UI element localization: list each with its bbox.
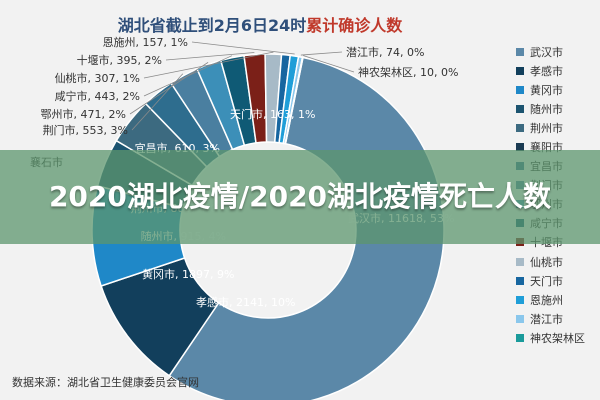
overlay-banner: 2020湖北疫情/2020湖北疫情死亡人数 xyxy=(0,150,600,244)
chart-title-part1: 湖北省截止到2月6日24时 xyxy=(117,16,307,35)
legend-item-1: 孝感市 xyxy=(516,61,600,80)
legend-swatch-3 xyxy=(516,104,524,113)
leader-line-0 xyxy=(191,41,295,55)
legend-label-2: 黄冈市 xyxy=(530,83,563,97)
legend-label-3: 随州市 xyxy=(530,102,563,116)
data-label-12: 天门市, 163, 1% xyxy=(230,107,315,121)
data-label-0: 恩施州, 157, 1% xyxy=(103,36,188,49)
data-label-9: 黄冈市, 1897, 9% xyxy=(142,267,234,281)
legend-swatch-14 xyxy=(516,314,524,323)
legend-item-12: 天门市 xyxy=(516,271,600,290)
legend-label-13: 恩施州 xyxy=(530,293,563,307)
legend-item-14: 潜江市 xyxy=(516,309,600,328)
legend-item-11: 仙桃市 xyxy=(516,252,600,271)
legend-swatch-15 xyxy=(516,333,524,342)
data-label-2: 仙桃市, 307, 1% xyxy=(55,71,140,85)
legend-swatch-11 xyxy=(516,257,524,266)
leader-line-13 xyxy=(300,51,343,56)
legend-label-12: 天门市 xyxy=(530,274,563,288)
leader-line-1 xyxy=(165,52,255,61)
leader-line-2 xyxy=(143,51,274,79)
legend-swatch-2 xyxy=(516,85,524,94)
legend-swatch-5 xyxy=(516,143,524,152)
legend-item-15: 神农架林区 xyxy=(516,328,600,347)
legend-item-2: 黄冈市 xyxy=(516,80,600,99)
legend-label-15: 神农架林区 xyxy=(530,331,585,345)
legend-swatch-1 xyxy=(516,66,524,75)
data-label-3: 咸宁市, 443, 2% xyxy=(55,89,140,103)
chart-title: 湖北省截止到2月6日24时累计确诊人数 xyxy=(0,12,520,36)
leader-line-14 xyxy=(302,55,355,73)
overlay-banner-text: 2020湖北疫情/2020湖北疫情死亡人数 xyxy=(48,180,552,213)
legend-item-4: 荆州市 xyxy=(516,118,600,137)
chart-title-part2: 累计确诊人数 xyxy=(306,16,403,35)
leader-line-5 xyxy=(131,73,184,131)
data-label-10: 孝感市, 2141, 10% xyxy=(196,295,295,309)
legend-label-11: 仙桃市 xyxy=(530,255,563,269)
legend-swatch-13 xyxy=(516,295,524,304)
legend-label-4: 荆州市 xyxy=(530,121,563,135)
legend-item-13: 恩施州 xyxy=(516,290,600,309)
data-label-1: 十堰市, 395, 2% xyxy=(77,53,162,67)
pie-slice-15 xyxy=(284,56,304,145)
legend-label-0: 武汉市 xyxy=(530,45,563,59)
legend-item-0: 武汉市 xyxy=(516,42,600,61)
data-source-note: 数据来源：湖北省卫生健康委员会官网 xyxy=(12,376,199,389)
legend-swatch-0 xyxy=(516,47,524,56)
data-label-5: 荆门市, 553, 3% xyxy=(43,123,128,137)
legend-label-14: 潜江市 xyxy=(530,312,563,326)
data-label-14: 神农架林区, 10, 0% xyxy=(358,65,458,79)
legend-swatch-4 xyxy=(516,123,524,132)
legend-swatch-12 xyxy=(516,276,524,285)
data-label-13: 潜江市, 74, 0% xyxy=(346,45,424,59)
legend-item-3: 随州市 xyxy=(516,99,600,118)
data-label-4: 鄂州市, 471, 2% xyxy=(41,107,126,121)
leader-line-4 xyxy=(129,62,209,115)
legend-label-1: 孝感市 xyxy=(530,64,563,78)
